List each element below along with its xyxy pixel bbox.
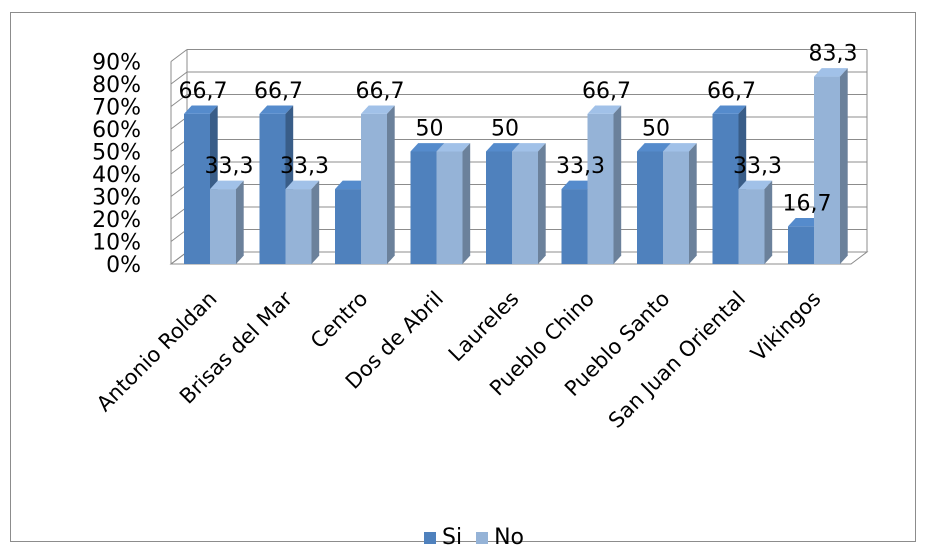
data-label: 66,7 bbox=[582, 79, 631, 104]
data-label: 33,3 bbox=[280, 154, 329, 179]
gridline-side bbox=[170, 71, 188, 85]
bar-top bbox=[259, 105, 294, 114]
bar-top bbox=[738, 180, 773, 190]
bar-no bbox=[361, 113, 387, 264]
bar-si bbox=[712, 113, 739, 264]
y-tick-label: 40% bbox=[92, 163, 141, 188]
chart-frame: 0% 10% 20% 30% 40% 50% 60% 70% 80% 90% Antonio Rol… bbox=[10, 12, 916, 550]
bar-side bbox=[387, 105, 395, 265]
bar-si bbox=[637, 151, 663, 264]
bar-no bbox=[285, 189, 312, 264]
bar-no bbox=[814, 76, 840, 264]
data-label: 50 bbox=[416, 117, 444, 142]
bar-top bbox=[814, 68, 848, 77]
y-tick-label: 50% bbox=[92, 141, 141, 166]
bar-no bbox=[738, 189, 765, 264]
data-label: 83,3 bbox=[809, 42, 858, 67]
bar-si bbox=[788, 226, 814, 264]
bar-si bbox=[561, 189, 588, 264]
bar-top bbox=[486, 143, 520, 152]
x-tick-label: San Juan Oriental bbox=[604, 287, 750, 433]
chart-svg: 0%10%20%30%40%50%60%70%80%90%Antonio Rol… bbox=[92, 42, 869, 433]
y-tick-label: 30% bbox=[92, 186, 141, 211]
bar-si bbox=[184, 113, 210, 264]
bar-top bbox=[436, 143, 471, 152]
data-label: 16,7 bbox=[783, 191, 832, 216]
bar-side bbox=[236, 180, 244, 264]
bar-top bbox=[712, 105, 747, 114]
bar-si bbox=[335, 189, 361, 264]
bar-si bbox=[410, 151, 437, 264]
y-tick-label: 80% bbox=[92, 73, 141, 98]
bar-top bbox=[285, 180, 320, 190]
legend-label-si: Si bbox=[442, 525, 463, 550]
data-label: 66,7 bbox=[254, 79, 303, 104]
legend-swatch-no bbox=[476, 531, 489, 544]
bar-top bbox=[210, 180, 244, 190]
y-tick-label: 90% bbox=[92, 51, 141, 76]
y-tick-label: 20% bbox=[92, 208, 141, 233]
data-label: 33,3 bbox=[556, 154, 605, 179]
data-label: 33,3 bbox=[733, 154, 782, 179]
bar-side bbox=[764, 180, 773, 264]
x-tick-label: Laureles bbox=[444, 287, 524, 367]
bar-si bbox=[259, 113, 286, 264]
bar-no bbox=[512, 151, 538, 264]
data-label: 50 bbox=[491, 117, 519, 142]
legend-item-no: No bbox=[476, 525, 524, 550]
legend-item-si: Si bbox=[424, 525, 462, 550]
bar-si bbox=[486, 151, 512, 264]
gridline-side bbox=[170, 49, 188, 62]
y-tick-label: 60% bbox=[92, 118, 141, 143]
bar-side bbox=[538, 143, 546, 264]
bar-top bbox=[361, 105, 395, 114]
gridline-side bbox=[170, 94, 188, 107]
bar-top bbox=[335, 180, 369, 190]
bar-no bbox=[663, 151, 689, 264]
bar-top bbox=[637, 143, 671, 152]
x-tick-label: Centro bbox=[306, 287, 373, 354]
bar-top bbox=[561, 180, 596, 190]
y-tick-label: 70% bbox=[92, 96, 141, 121]
bar-top bbox=[184, 105, 218, 114]
legend: Si No bbox=[424, 525, 532, 550]
bar-side bbox=[689, 143, 697, 264]
bar-top bbox=[587, 105, 622, 114]
bar-side bbox=[613, 105, 622, 265]
legend-label-no: No bbox=[494, 525, 524, 550]
legend-swatch-si bbox=[424, 531, 436, 544]
y-tick-label: 10% bbox=[92, 231, 141, 256]
bar-top bbox=[663, 143, 697, 152]
x-tick-label: Vikingos bbox=[746, 287, 825, 366]
bar-side bbox=[311, 180, 320, 264]
bar-top bbox=[512, 143, 546, 152]
bar-no bbox=[210, 189, 236, 264]
floor bbox=[169, 251, 869, 265]
data-label: 33,3 bbox=[205, 154, 254, 179]
data-label: 66,7 bbox=[179, 79, 228, 104]
data-label: 66,7 bbox=[707, 79, 756, 104]
bar-side bbox=[840, 68, 848, 264]
bar-no bbox=[436, 151, 463, 264]
data-label: 50 bbox=[642, 117, 670, 142]
data-label: 66,7 bbox=[356, 79, 405, 104]
bar-top bbox=[788, 218, 822, 227]
bar-side bbox=[462, 143, 471, 264]
bar-top bbox=[410, 143, 445, 152]
y-tick-label: 0% bbox=[106, 253, 141, 278]
bar-no bbox=[587, 113, 614, 264]
